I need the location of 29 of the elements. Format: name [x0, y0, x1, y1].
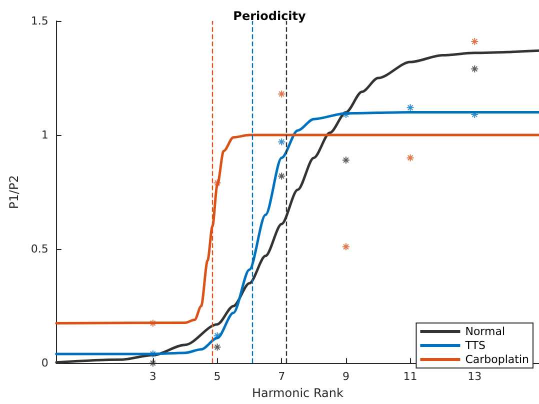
y-tick-label: 0 [41, 356, 48, 370]
x-tick-label: 13 [468, 370, 482, 384]
point [406, 154, 414, 162]
x-axis-title: Harmonic Rank [252, 386, 344, 400]
point [342, 110, 350, 119]
chart-title: Periodicity [233, 9, 306, 23]
x-tick-label: 7 [278, 370, 286, 384]
x-tick-label: 9 [342, 370, 350, 384]
point [213, 343, 222, 352]
point [470, 38, 479, 46]
point [278, 90, 286, 98]
point [213, 178, 222, 187]
x-tick-label: 11 [403, 370, 418, 384]
point [148, 359, 157, 368]
legend-label: Carboplatin [465, 353, 530, 366]
legend-label: Normal [465, 325, 506, 338]
point [406, 104, 414, 112]
y-tick-label: 1.5 [30, 14, 48, 28]
legend-label: TTS [464, 339, 486, 352]
y-tick-label: 1 [41, 128, 48, 142]
point [278, 172, 286, 180]
x-tick-label: 3 [149, 370, 156, 384]
point [342, 156, 350, 164]
point [470, 64, 479, 73]
y-axis-title: P1/P2 [7, 175, 21, 209]
point [278, 138, 286, 146]
point [342, 242, 350, 251]
x-tick-label: 5 [214, 370, 221, 384]
y-tick-label: 0.5 [30, 242, 48, 256]
